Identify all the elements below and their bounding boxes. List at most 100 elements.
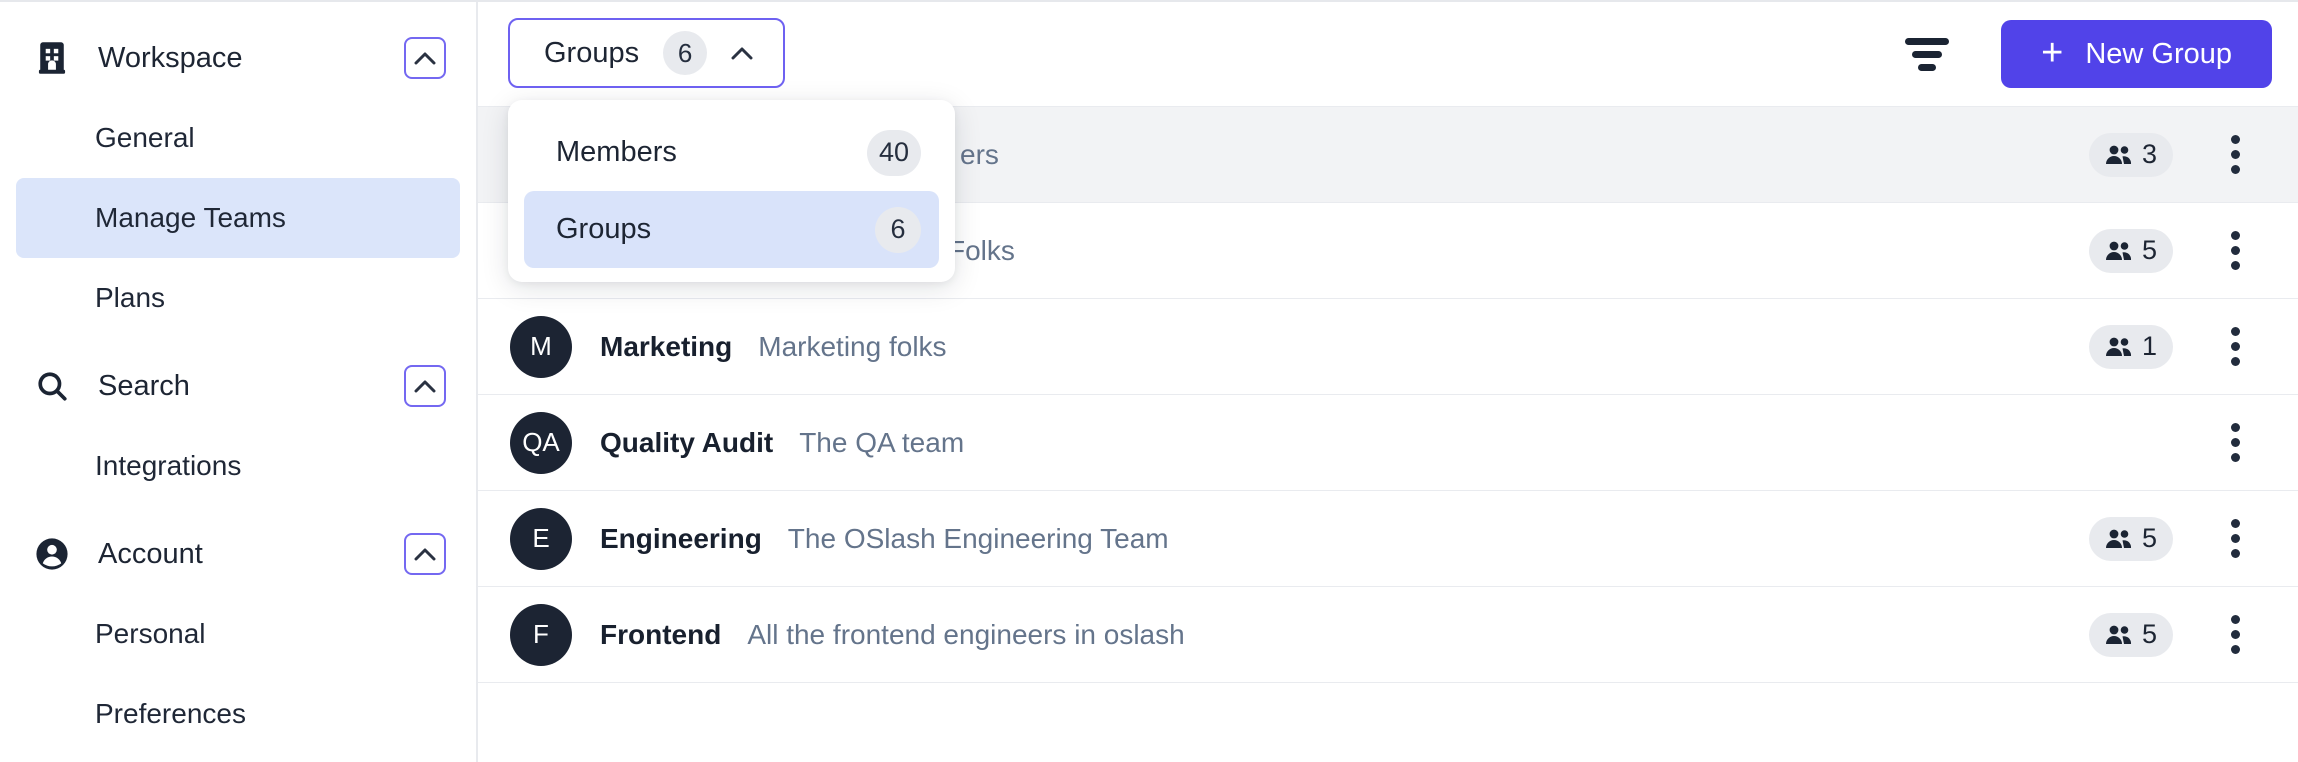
member-count: 5 (2141, 619, 2157, 649)
dropdown-item-label: Members (556, 136, 677, 168)
group-description: All the frontend engineers in oslash (747, 618, 1185, 650)
sidebar-item-label: Manage Teams (95, 202, 286, 233)
sidebar-section-search[interactable]: Search (16, 346, 460, 426)
group-row-left: ers (510, 139, 999, 171)
group-description: Marketing folks (758, 330, 947, 362)
member-count-pill: 1 (2088, 324, 2173, 369)
group-row[interactable]: F Frontend All the frontend engineers in… (478, 587, 2298, 683)
member-count-pill: 5 (2088, 516, 2173, 561)
view-switcher-count-badge: 6 (663, 31, 708, 75)
row-menu-kebab-icon[interactable] (2225, 225, 2246, 276)
member-count: 1 (2141, 331, 2157, 361)
group-avatar: M (510, 315, 572, 378)
sidebar-item-label: Personal (95, 618, 206, 649)
member-count-slot: 3 (2088, 132, 2173, 177)
group-row-right: 3 (2088, 129, 2246, 180)
row-menu-kebab-icon[interactable] (2225, 417, 2246, 468)
member-count-slot (2091, 421, 2173, 465)
group-row[interactable]: E Engineering The OSlash Engineering Tea… (478, 491, 2298, 587)
sidebar-item-manage-teams[interactable]: Manage Teams (16, 178, 460, 258)
collapse-section-button[interactable] (404, 533, 446, 575)
people-icon-slot (2105, 624, 2132, 646)
member-count: 5 (2141, 523, 2157, 553)
group-row-left: M Marketing Marketing folks (510, 315, 947, 378)
people-icon (2105, 241, 2132, 260)
row-menu-kebab-icon[interactable] (2225, 609, 2246, 660)
sidebar-section: Search Integrations (16, 346, 460, 506)
group-row-right: 5 (2088, 513, 2246, 564)
dropdown-item-groups[interactable]: Groups 6 (524, 191, 939, 268)
collapse-section-button[interactable] (404, 365, 446, 407)
collapse-section-button[interactable] (404, 37, 446, 79)
chevron-up-icon (731, 47, 753, 59)
sidebar-item-integrations[interactable]: Integrations (16, 426, 460, 506)
group-row[interactable]: M Marketing Marketing folks 1 (478, 299, 2298, 395)
group-description: The OSlash Engineering Team (787, 522, 1169, 554)
sidebar-item-label: General (95, 122, 195, 153)
people-icon-slot (2105, 528, 2132, 550)
member-count-slot: 5 (2088, 516, 2173, 561)
view-switcher-dropdown: Members 40 Groups 6 (508, 100, 955, 282)
manage-teams-content: Groups 6 + New Group ers (478, 2, 2298, 762)
group-name: Frontend (600, 618, 722, 650)
group-avatar: QA (510, 411, 572, 474)
new-group-button[interactable]: + New Group (2001, 20, 2272, 88)
dropdown-item-label: Groups (556, 213, 652, 245)
group-name: Quality Audit (600, 426, 774, 458)
group-avatar: F (510, 603, 572, 666)
sidebar-item-general[interactable]: General (16, 98, 460, 178)
user-icon (36, 538, 68, 570)
group-name: Marketing (600, 330, 733, 362)
group-row-left: F Frontend All the frontend engineers in… (510, 603, 1185, 666)
sidebar-item-label: Preferences (95, 698, 246, 729)
row-menu-kebab-icon[interactable] (2225, 129, 2246, 180)
people-icon (2105, 625, 2132, 644)
people-icon-slot (2105, 240, 2132, 262)
people-icon-slot (2105, 144, 2132, 166)
group-row-left: E Engineering The OSlash Engineering Tea… (510, 507, 1169, 570)
sidebar-item-preferences[interactable]: Preferences (16, 674, 460, 754)
member-count-slot: 5 (2088, 612, 2173, 657)
chevron-up-icon (414, 380, 436, 392)
row-menu-kebab-icon[interactable] (2225, 513, 2246, 564)
content-toolbar: Groups 6 + New Group (478, 2, 2298, 106)
chevron-up-icon (731, 47, 753, 60)
row-menu-kebab-icon[interactable] (2225, 321, 2246, 372)
member-count-pill: 3 (2088, 132, 2173, 177)
section-icon-slot (35, 537, 69, 571)
sidebar-section-workspace[interactable]: Workspace (16, 18, 460, 98)
group-row-right: 5 (2088, 609, 2246, 660)
member-count-slot: 1 (2088, 324, 2173, 369)
section-icon-slot (35, 369, 69, 403)
member-count-pill: 5 (2088, 228, 2173, 273)
people-icon (2105, 145, 2132, 164)
group-description: The QA team (799, 426, 965, 458)
group-row[interactable]: QA Quality Audit The QA team (478, 395, 2298, 491)
filter-lines-icon[interactable] (1897, 30, 1957, 79)
member-count-slot: 5 (2088, 228, 2173, 273)
sidebar-section-label: Search (98, 369, 190, 402)
search-icon (38, 372, 67, 401)
toolbar-right-cluster: + New Group (1897, 2, 2272, 106)
sidebar-section-label: Workspace (98, 41, 243, 74)
sidebar-section-account[interactable]: Account (16, 514, 460, 594)
people-icon-slot (2105, 336, 2132, 358)
plus-icon: + (2041, 31, 2064, 74)
sidebar-item-personal[interactable]: Personal (16, 594, 460, 674)
group-row-right: 1 (2088, 321, 2246, 372)
group-avatar: E (510, 507, 572, 570)
settings-sidebar: Workspace General Manage Teams Plans Sea… (0, 2, 478, 762)
chevron-up-icon (414, 52, 436, 64)
group-row-left: Folks (510, 235, 1015, 267)
dropdown-item-members[interactable]: Members 40 (524, 114, 939, 191)
view-switcher-button[interactable]: Groups 6 (508, 18, 786, 88)
sidebar-section: Account Personal Preferences (16, 514, 460, 754)
dropdown-item-count-badge: 6 (875, 206, 921, 253)
people-icon (2105, 529, 2132, 548)
sidebar-item-plans[interactable]: Plans (16, 258, 460, 338)
chevron-up-icon (414, 548, 436, 560)
section-icon-slot (35, 41, 69, 75)
sidebar-section-label: Account (98, 537, 203, 570)
group-description: Folks (948, 234, 1015, 266)
